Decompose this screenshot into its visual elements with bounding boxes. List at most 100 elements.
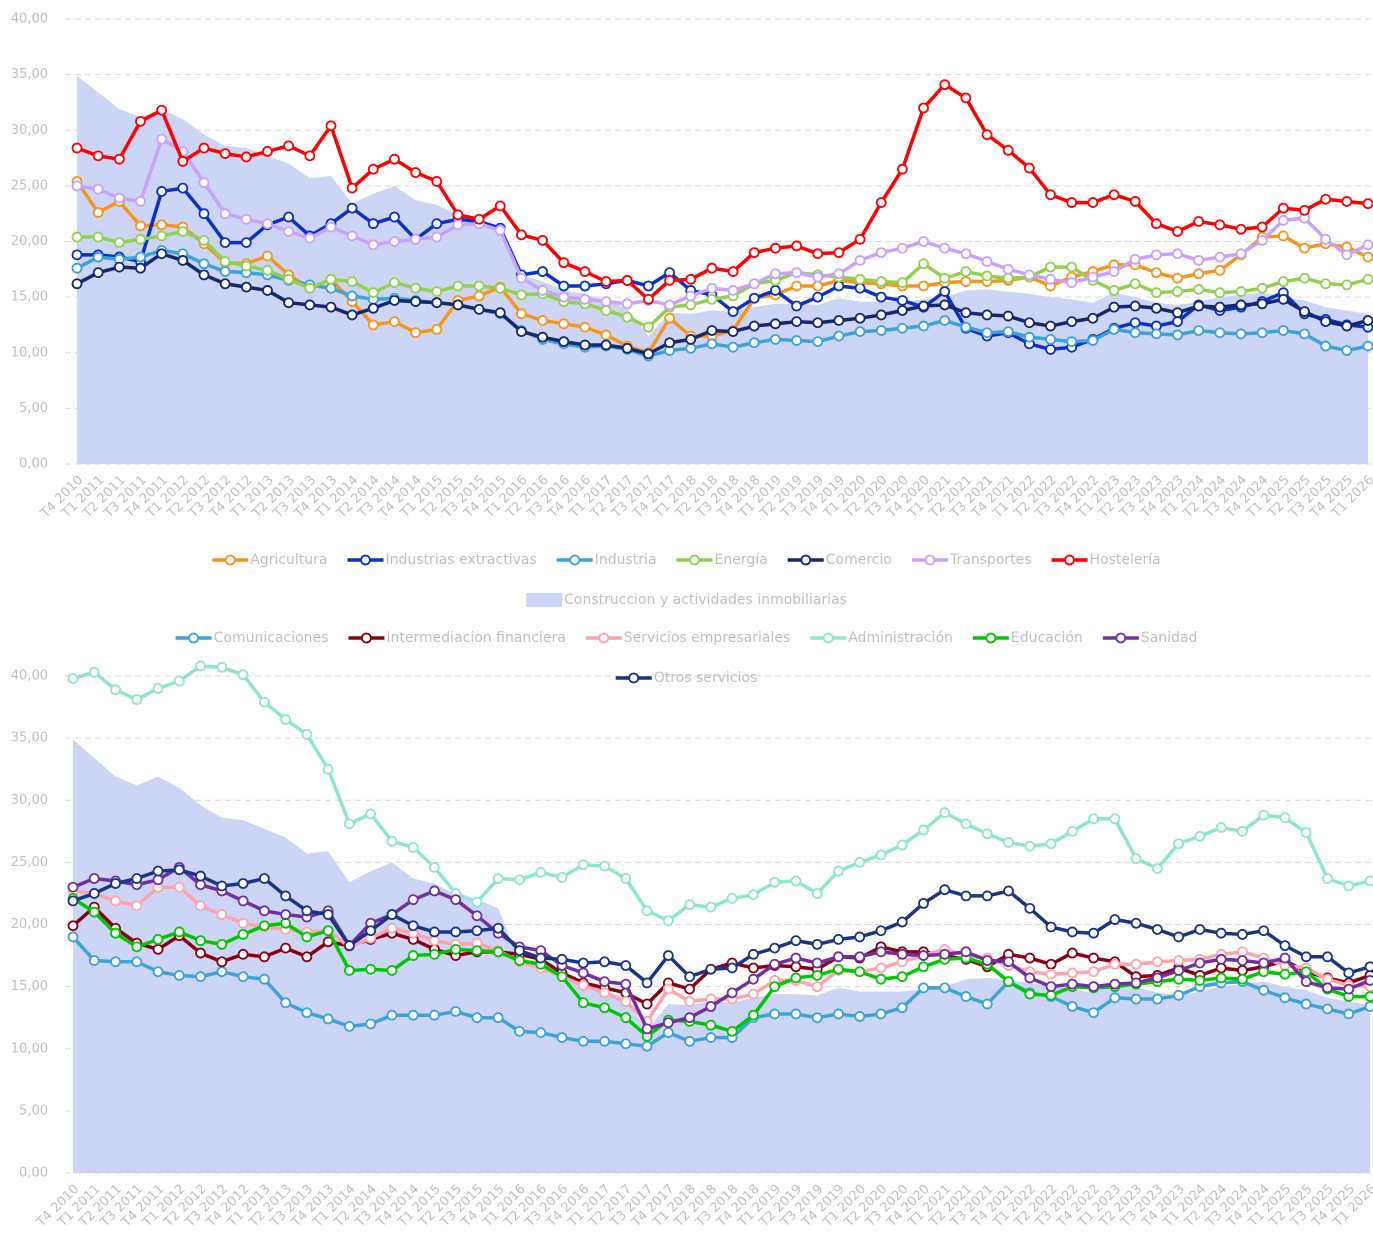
marker: [599, 987, 610, 999]
marker: [1237, 825, 1248, 837]
marker: [450, 894, 462, 906]
marker: [684, 983, 696, 995]
marker: [769, 876, 781, 888]
y-tick-label: 35,00: [11, 67, 48, 82]
marker: [346, 182, 358, 194]
marker: [195, 971, 206, 983]
marker: [833, 268, 845, 280]
marker: [280, 917, 292, 929]
marker: [1215, 962, 1227, 974]
marker: [960, 276, 972, 287]
marker: [833, 865, 844, 877]
marker: [325, 301, 337, 313]
marker: [283, 211, 295, 223]
marker: [92, 183, 104, 195]
marker: [471, 925, 483, 937]
area: [77, 75, 1368, 465]
marker: [981, 129, 993, 141]
marker: [1108, 323, 1120, 335]
marker: [173, 881, 185, 893]
marker: [1300, 976, 1312, 988]
marker: [1130, 917, 1142, 929]
marker: [1300, 827, 1312, 838]
marker: [705, 1019, 717, 1031]
marker: [1150, 267, 1162, 279]
marker: [1130, 853, 1142, 865]
marker: [1322, 973, 1333, 985]
y-tick-label: 35,00: [11, 731, 48, 746]
y-tick-label: 25,00: [11, 855, 48, 870]
marker: [216, 956, 228, 968]
marker: [875, 962, 887, 974]
marker: [92, 267, 104, 279]
marker: [1150, 249, 1162, 261]
marker: [685, 290, 697, 302]
marker: [410, 327, 422, 339]
marker: [1362, 340, 1373, 352]
marker: [152, 966, 164, 978]
marker: [600, 329, 612, 341]
marker: [1256, 298, 1268, 310]
marker: [1362, 315, 1373, 326]
marker: [1066, 197, 1078, 208]
marker: [1362, 198, 1373, 210]
marker: [1214, 327, 1226, 339]
marker: [1343, 1008, 1355, 1020]
marker: [1235, 248, 1247, 260]
marker: [770, 285, 781, 296]
legend-label: Servicios empresariales: [624, 630, 790, 646]
marker: [727, 326, 739, 338]
marker: [280, 942, 292, 954]
marker: [429, 948, 440, 960]
legend-label: Transportes: [949, 552, 1032, 568]
marker: [558, 318, 570, 330]
marker: [473, 290, 485, 302]
marker: [706, 338, 718, 350]
marker: [939, 272, 951, 284]
marker: [1045, 981, 1057, 993]
marker: [896, 948, 908, 960]
marker: [1277, 230, 1289, 242]
marker: [981, 309, 993, 321]
marker: [1023, 317, 1035, 329]
marker: [1003, 885, 1014, 897]
marker: [875, 925, 887, 937]
marker: [1320, 193, 1332, 205]
marker: [283, 297, 295, 309]
marker: [1364, 991, 1373, 1002]
marker: [1362, 251, 1373, 263]
marker: [1341, 279, 1353, 291]
marker: [237, 878, 249, 889]
marker: [407, 1009, 419, 1021]
marker: [1256, 282, 1268, 294]
marker: [939, 948, 951, 960]
marker: [811, 888, 823, 899]
marker: [1023, 269, 1035, 281]
area: [73, 739, 1370, 1173]
legend-item: Agricultura: [212, 552, 328, 568]
marker: [1299, 242, 1310, 254]
marker: [621, 311, 633, 323]
marker: [1066, 825, 1078, 837]
marker: [410, 296, 422, 307]
marker: [535, 866, 547, 878]
marker: [1108, 266, 1120, 277]
marker: [301, 905, 313, 917]
marker: [471, 896, 483, 908]
marker: [92, 231, 104, 243]
marker: [1150, 218, 1162, 230]
marker: [833, 934, 844, 945]
marker: [939, 807, 951, 819]
marker: [769, 942, 781, 954]
marker: [216, 938, 228, 950]
marker: [896, 305, 908, 316]
marker: [748, 247, 760, 259]
marker: [431, 297, 443, 309]
marker: [67, 673, 79, 684]
marker: [811, 981, 823, 993]
marker: [769, 981, 781, 993]
marker: [833, 280, 845, 292]
marker: [1172, 307, 1183, 319]
marker: [1088, 981, 1099, 993]
marker: [344, 965, 355, 976]
